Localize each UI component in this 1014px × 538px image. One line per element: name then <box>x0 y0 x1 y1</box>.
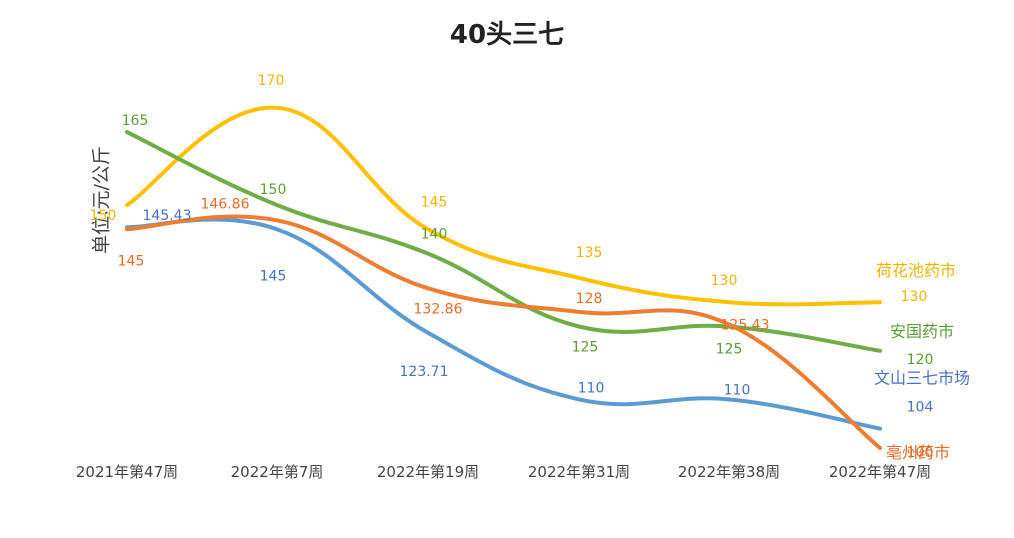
series-name-3: 亳州药市 <box>886 443 950 462</box>
x-tick-label-0: 2021年第47周 <box>76 463 178 481</box>
x-tick-label-3: 2022年第31周 <box>528 463 630 481</box>
data-label-s2-4: 110 <box>724 382 751 398</box>
data-label-s0-4: 130 <box>711 273 738 289</box>
data-label-s2-1: 145 <box>260 268 287 284</box>
data-label-s2-3: 110 <box>578 380 605 396</box>
data-label-s3-0: 145 <box>118 253 145 269</box>
data-label-s0-1: 170 <box>258 73 285 89</box>
data-label-s1-3: 125 <box>572 340 599 356</box>
data-label-s1-0: 165 <box>122 113 149 129</box>
data-label-s3-2: 132.86 <box>414 301 463 317</box>
data-label-s3-4: 125.43 <box>721 317 770 333</box>
series-name-1: 安国药市 <box>890 322 954 341</box>
x-tick-label-5: 2022年第47周 <box>829 463 931 481</box>
data-label-s1-5: 120 <box>907 352 934 368</box>
data-label-s0-3: 135 <box>576 245 603 261</box>
series-line-2 <box>125 217 882 431</box>
x-tick-label-4: 2022年第38周 <box>678 463 780 481</box>
data-label-s3-5: 100 <box>907 445 934 461</box>
series-name-2: 文山三七市场 <box>874 369 970 388</box>
series-line-0 <box>125 105 882 307</box>
data-label-s0-2: 145 <box>421 194 448 210</box>
data-label-s2-0: 145.43 <box>143 208 192 224</box>
x-tick-label-2: 2022年第19周 <box>377 463 479 481</box>
data-label-s1-1: 150 <box>260 182 287 198</box>
chart-title: 40头三七 <box>449 20 565 50</box>
data-label-s0-0: 150 <box>90 208 117 224</box>
data-label-s2-2: 123.71 <box>400 364 449 380</box>
data-label-s3-1: 146.86 <box>201 196 250 212</box>
series-name-0: 荷花池药市 <box>876 261 956 280</box>
x-tick-label-1: 2022年第7周 <box>231 463 324 481</box>
data-label-s1-2: 140 <box>421 227 448 243</box>
data-label-s0-5: 130 <box>901 289 928 305</box>
data-label-s2-5: 104 <box>907 400 934 416</box>
series-line-3 <box>125 214 882 450</box>
series-line-1 <box>125 130 882 353</box>
data-label-s1-4: 125 <box>716 342 743 358</box>
data-label-s3-3: 128 <box>576 291 603 307</box>
